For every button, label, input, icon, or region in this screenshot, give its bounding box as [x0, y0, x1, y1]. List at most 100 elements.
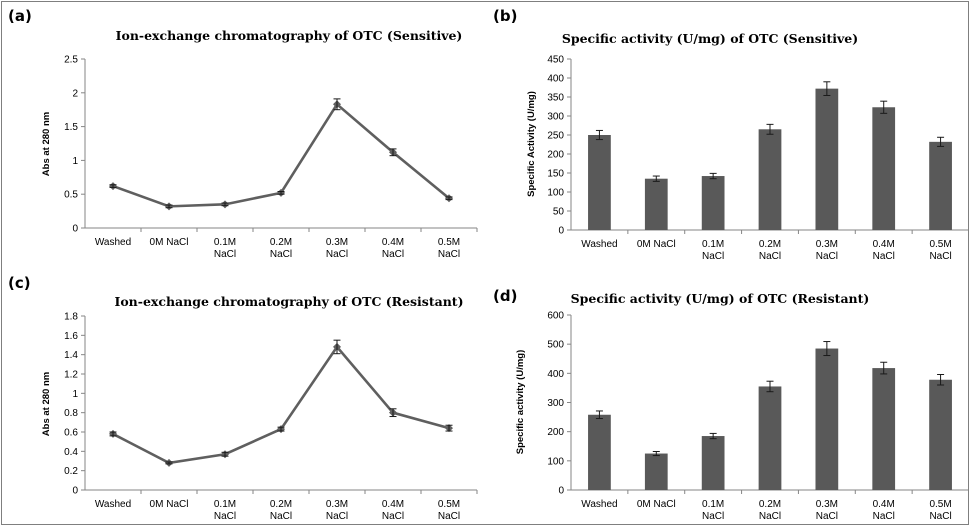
panel-letter: (b) [493, 7, 517, 25]
x-tick-label: 0.1M [214, 237, 236, 248]
bar [701, 436, 725, 490]
y-axis-label: Abs at 280 nm [41, 372, 52, 436]
x-tick-label: NaCl [214, 511, 236, 522]
y-tick-label: 2.5 [64, 55, 78, 66]
bar [644, 453, 668, 490]
x-tick-label: NaCl [702, 251, 724, 262]
y-tick-label: 0.4 [64, 447, 78, 458]
y-tick-label: 1.8 [64, 312, 78, 323]
x-tick-label: 0.2M [270, 237, 292, 248]
x-tick-label: NaCl [326, 511, 348, 522]
y-tick-label: 300 [547, 398, 564, 409]
y-tick-label: 0 [558, 226, 564, 237]
x-tick-label: 0.4M [382, 237, 404, 248]
y-tick-label: 1.4 [64, 350, 78, 361]
bar [701, 176, 725, 230]
y-tick-label: 200 [547, 427, 564, 438]
x-tick-label: 0.3M [326, 499, 348, 510]
y-tick-label: 0.6 [64, 428, 78, 439]
panel-letter: (d) [493, 287, 517, 305]
x-tick-label: 0.1M [702, 239, 724, 250]
x-tick-label: 0M NaCl [150, 237, 189, 248]
y-tick-label: 50 [553, 207, 565, 218]
x-tick-label: NaCl [438, 511, 460, 522]
y-axis-label: Specific activity (U/mg) [515, 350, 526, 455]
x-tick-label: Washed [95, 237, 131, 248]
y-tick-label: 100 [547, 188, 564, 199]
x-tick-label: Washed [581, 499, 617, 510]
x-tick-label: 0M NaCl [150, 499, 189, 510]
chart-title: Ion-exchange chromatography of OTC (Sens… [116, 28, 463, 43]
y-tick-label: 1.5 [64, 122, 78, 133]
bar [815, 348, 839, 490]
x-tick-label: NaCl [929, 511, 951, 522]
chart-panel-4: (d) Specific activity (U/mg) of OTC (Resi… [493, 287, 968, 522]
x-tick-label: 0.2M [270, 499, 292, 510]
x-tick-label: 0.5M [438, 237, 460, 248]
bar [929, 379, 952, 490]
x-tick-label: 0.3M [816, 239, 838, 250]
chart-title: Specific activity (U/mg) of OTC (Resista… [571, 291, 870, 306]
y-tick-label: 350 [547, 93, 564, 104]
x-tick-label: NaCl [702, 511, 724, 522]
bar [644, 178, 668, 230]
x-tick-label: NaCl [270, 511, 292, 522]
y-tick-label: 200 [547, 150, 564, 161]
x-tick-label: NaCl [382, 511, 404, 522]
x-tick-label: Washed [581, 239, 617, 250]
bar [588, 135, 611, 230]
chart-panel-3: (c) Ion-exchange chromatography of OTC (R… [8, 274, 478, 522]
y-tick-label: 0.8 [64, 408, 78, 419]
series-line [112, 344, 450, 465]
x-tick-label: 0.1M [702, 499, 724, 510]
x-tick-label: 0M NaCl [637, 499, 676, 510]
y-tick-label: 1.6 [64, 331, 78, 342]
x-tick-label: NaCl [873, 251, 895, 262]
x-tick-label: 0.5M [929, 499, 951, 510]
x-tick-label: 0M NaCl [637, 239, 676, 250]
x-tick-label: 0.5M [438, 499, 460, 510]
x-tick-label: NaCl [929, 251, 951, 262]
x-tick-label: NaCl [873, 511, 895, 522]
y-tick-label: 250 [547, 131, 564, 142]
x-tick-label: NaCl [759, 511, 781, 522]
bar [872, 107, 896, 230]
x-tick-label: NaCl [759, 251, 781, 262]
x-tick-label: 0.4M [873, 239, 895, 250]
x-tick-label: 0.5M [929, 239, 951, 250]
x-tick-label: NaCl [270, 249, 292, 260]
y-tick-label: 400 [547, 74, 564, 85]
chart-panel-1: (a) Ion-exchange chromatography of OTC (S… [8, 7, 478, 260]
y-tick-label: 450 [547, 55, 564, 66]
x-tick-label: NaCl [816, 511, 838, 522]
bar [588, 414, 611, 490]
y-tick-label: 100 [547, 456, 564, 467]
x-tick-label: 0.1M [214, 499, 236, 510]
y-tick-label: 1.2 [64, 370, 78, 381]
bar [758, 129, 782, 230]
x-tick-label: 0.4M [382, 499, 404, 510]
x-tick-label: NaCl [326, 249, 348, 260]
y-tick-label: 0 [72, 224, 78, 235]
y-tick-label: 0.5 [64, 190, 78, 201]
y-tick-label: 2 [72, 88, 78, 99]
panel-letter: (a) [8, 7, 32, 25]
y-tick-label: 150 [547, 169, 564, 180]
y-tick-label: 300 [547, 112, 564, 123]
y-tick-label: 0 [558, 486, 564, 497]
panel-letter: (c) [8, 274, 31, 292]
x-tick-label: NaCl [214, 249, 236, 260]
y-tick-label: 600 [547, 311, 564, 322]
x-tick-label: 0.4M [873, 499, 895, 510]
y-axis-label: Specific Activity (U/mg) [526, 91, 537, 197]
x-tick-label: NaCl [816, 251, 838, 262]
y-axis-label: Abs at 280 nm [41, 112, 52, 176]
chart-title: Specific activity (U/mg) of OTC (Sensiti… [562, 31, 858, 46]
y-tick-label: 0.2 [64, 466, 78, 477]
bar [929, 141, 952, 230]
x-tick-label: NaCl [382, 249, 404, 260]
y-tick-label: 400 [547, 369, 564, 380]
bar [872, 368, 896, 490]
